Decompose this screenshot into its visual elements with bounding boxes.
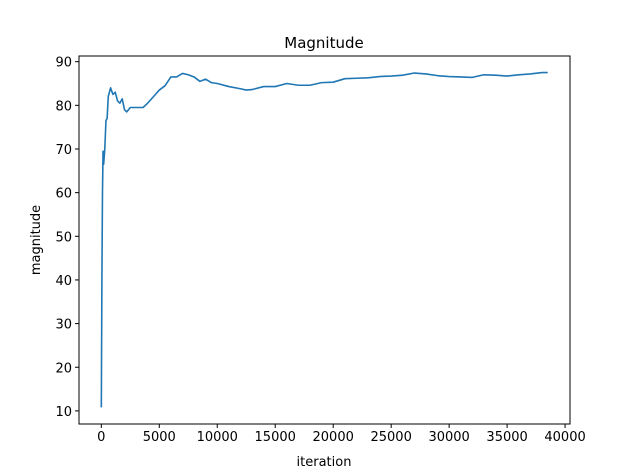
x-tick-label: 25000 [370,430,411,445]
plot-frame [78,55,571,425]
x-tick-label: 20000 [313,430,354,445]
x-tick-label: 5000 [143,430,176,445]
y-tick-label: 10 [55,405,72,420]
y-tick-label: 20 [55,361,72,376]
y-tick-label: 80 [55,99,72,114]
y-axis-label: magnitude [29,205,44,275]
x-tick-label: 40000 [544,430,585,445]
x-tick-label: 0 [97,430,105,445]
x-tick-label: 15000 [255,430,296,445]
y-tick-label: 60 [55,187,72,202]
x-tick-label: 30000 [428,430,469,445]
x-tick-label: 35000 [486,430,527,445]
chart-title: Magnitude [284,34,363,52]
y-tick-label: 90 [55,56,72,71]
y-tick-label: 30 [55,318,72,333]
data-line [100,71,548,408]
x-axis-label: iteration [297,455,352,470]
y-tick-label: 40 [55,274,72,289]
x-tick-label: 10000 [197,430,238,445]
y-tick-label: 50 [55,230,72,245]
y-tick-label: 70 [55,143,72,158]
